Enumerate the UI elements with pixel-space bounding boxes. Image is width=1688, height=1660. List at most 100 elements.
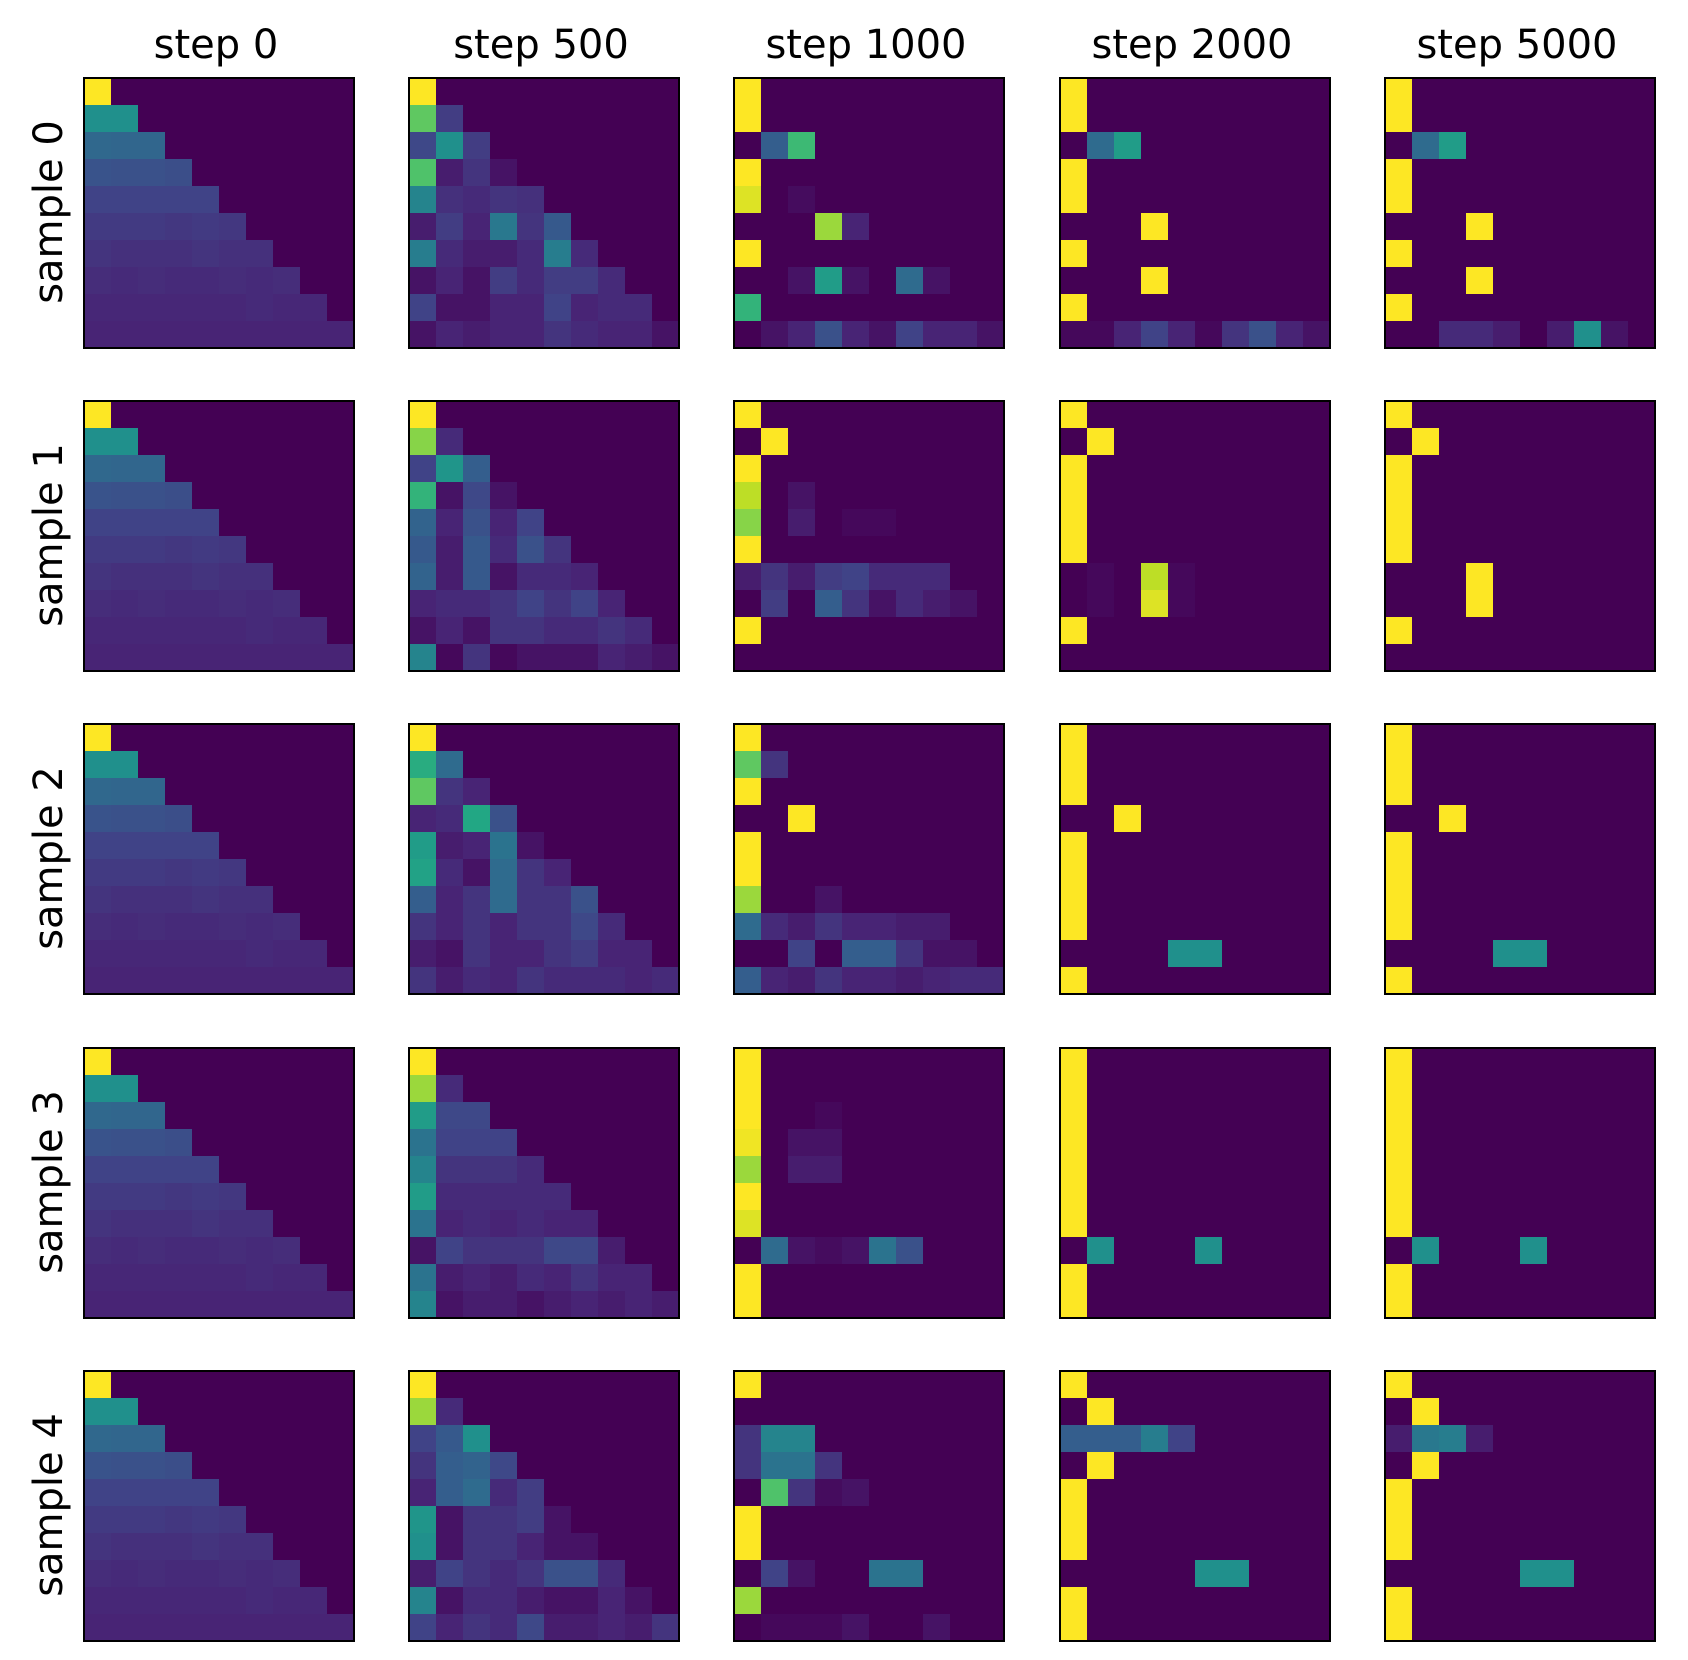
heatmap-cell [463,509,491,537]
heatmap-cell [1439,132,1467,160]
heatmap-cell [625,78,653,106]
heatmap-cell [1222,1264,1250,1292]
heatmap-cell [1141,1102,1169,1130]
heatmap-cell [1385,321,1413,349]
heatmap-cell [1060,805,1088,833]
heatmap-cell [192,240,220,268]
heatmap-cell [625,913,653,941]
heatmap-cell [490,1425,518,1453]
heatmap-cell [1493,509,1521,537]
heatmap-cell [815,886,843,914]
heatmap-cell [544,1210,572,1238]
heatmap-cell [1060,132,1088,160]
heatmap-cell [652,1452,680,1480]
heatmap-cell [1466,1398,1494,1426]
heatmap-cell [436,1102,464,1130]
heatmap-cell [734,778,762,806]
heatmap-cell [1466,832,1494,860]
heatmap-cell [300,482,328,510]
heatmap-cell [246,563,274,591]
heatmap-cell [734,1560,762,1588]
heatmap-cell [1168,940,1196,968]
heatmap-cell [1222,78,1250,106]
heatmap-cell [788,1371,816,1399]
heatmap-cell [409,455,437,483]
heatmap-cell [869,724,897,752]
heatmap-cell [1168,536,1196,564]
row-label-sample-4: sample 4 [26,1413,72,1597]
heatmap-cell [734,886,762,914]
heatmap-cell [1601,967,1629,995]
heatmap-cell [544,1533,572,1561]
heatmap-cell [219,321,247,349]
heatmap-cell [1439,751,1467,779]
heatmap-cell [111,105,139,133]
heatmap-cell [1141,1210,1169,1238]
heatmap-cell [977,536,1005,564]
heatmap-cell [1601,428,1629,456]
heatmap-cell [625,590,653,618]
heatmap-cell [1439,967,1467,995]
heatmap-cell [409,1479,437,1507]
heatmap-cell [327,1506,355,1534]
heatmap-cell [652,1506,680,1534]
heatmap-cell [1087,105,1115,133]
heatmap-cell [84,563,112,591]
heatmap-cell [246,859,274,887]
heatmap-cell [1412,1237,1440,1265]
heatmap-cell [950,536,978,564]
heatmap-cell [625,1183,653,1211]
heatmap-cell [1276,132,1304,160]
heatmap-cell [1168,1614,1196,1642]
heatmap-cell [1493,1102,1521,1130]
heatmap-cell [1412,132,1440,160]
heatmap-cell [436,805,464,833]
heatmap-cell [463,832,491,860]
heatmap-cell [111,1237,139,1265]
heatmap-cell [761,294,789,322]
heatmap-cell [652,401,680,429]
heatmap-cell [950,1506,978,1534]
heatmap-cell [652,1156,680,1184]
column-titles: step 0 step 500 step 1000 step 2000 step… [154,22,1618,68]
heatmap-cell [1249,1156,1277,1184]
heatmap-cell [273,886,301,914]
heatmap-cell [517,428,545,456]
heatmap-cell [1412,1371,1440,1399]
heatmap-cell [1574,428,1602,456]
heatmap-cell [219,1237,247,1265]
heatmap-cell [1385,105,1413,133]
heatmap-cell [246,1075,274,1103]
heatmap-cell [571,1587,599,1615]
heatmap-cell [1168,724,1196,752]
heatmap-cell [652,1371,680,1399]
heatmap-cell [761,1560,789,1588]
heatmap-cell [1222,1425,1250,1453]
heatmap-cell [1114,1264,1142,1292]
heatmap-cell [219,1587,247,1615]
heatmap-cell [1249,590,1277,618]
heatmap-cell [1547,1156,1575,1184]
heatmap-cell [625,1587,653,1615]
heatmap-cell [950,1129,978,1157]
heatmap-cell [1547,832,1575,860]
heatmap-cell [950,1371,978,1399]
heatmap-cell [1628,1371,1656,1399]
heatmap-cell [1574,1479,1602,1507]
heatmap-cell [517,1237,545,1265]
heatmap-cell [1195,1371,1223,1399]
heatmap-cell [517,213,545,241]
heatmap-cell [490,428,518,456]
heatmap-cell [652,1479,680,1507]
heatmap-cell [1412,1264,1440,1292]
heatmap-cell [571,1614,599,1642]
heatmap-cell [517,805,545,833]
heatmap-cell [463,886,491,914]
heatmap-cell [571,1183,599,1211]
heatmap-cell [815,267,843,295]
heatmap-cell [734,132,762,160]
heatmap-cell [463,1533,491,1561]
heatmap-cell [869,1533,897,1561]
heatmap-cell [490,1587,518,1615]
heatmap-cell [1303,1102,1331,1130]
